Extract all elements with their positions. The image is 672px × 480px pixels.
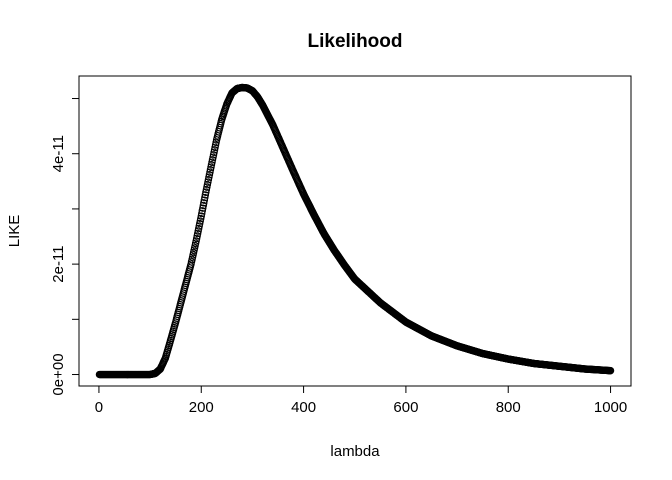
- x-tick-label: 600: [393, 399, 418, 416]
- x-tick-label: 400: [291, 399, 316, 416]
- y-tick-label: 0e+00: [50, 353, 67, 395]
- data-point: [199, 204, 207, 212]
- data-point: [199, 201, 208, 210]
- y-tick-label: 4e-11: [50, 135, 67, 172]
- x-tick-label: 1000: [594, 399, 627, 416]
- data-point: [201, 193, 209, 202]
- y-axis-label: LIKE: [6, 215, 23, 248]
- x-tick-label: 0: [95, 399, 103, 416]
- x-tick-label: 200: [189, 399, 214, 416]
- data-point: [201, 191, 210, 199]
- data-points: [95, 83, 615, 379]
- data-point: [606, 366, 615, 375]
- plot-frame: [78, 75, 632, 387]
- x-tick-label: 800: [496, 399, 521, 416]
- x-axis: 0 200 400 600 800 1000: [95, 385, 627, 416]
- data-point: [198, 207, 206, 215]
- y-axis: 0e+00 2e-11 4e-11: [50, 98, 80, 396]
- chart-title: Likelihood: [308, 31, 403, 52]
- data-point: [200, 199, 208, 207]
- data-point: [198, 209, 206, 218]
- y-tick-label: 2e-11: [50, 245, 67, 282]
- data-point: [202, 188, 210, 196]
- x-axis-label: lambda: [330, 443, 380, 460]
- data-point: [197, 212, 205, 220]
- data-point: [200, 196, 209, 204]
